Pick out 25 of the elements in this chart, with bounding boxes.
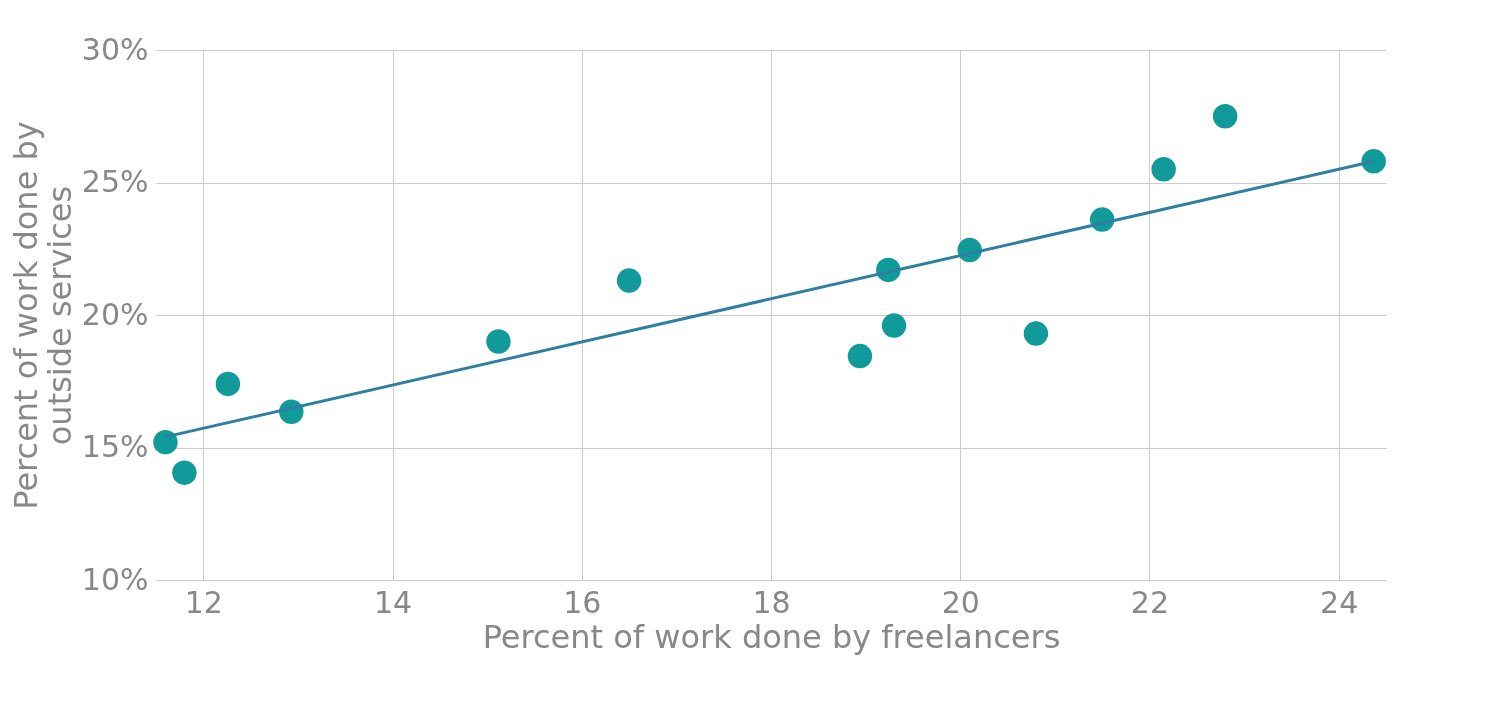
point	[153, 429, 178, 455]
x-tick-label: 20	[941, 584, 980, 620]
y-tick-label: 20%	[81, 296, 149, 332]
x-tick-label: 14	[373, 584, 413, 620]
x-tick-label: 18	[752, 584, 791, 620]
y-tick-label: 15%	[81, 429, 149, 464]
point	[1212, 104, 1238, 129]
y-tick-label: 30%	[81, 31, 149, 67]
point	[1361, 149, 1386, 174]
point	[616, 268, 642, 293]
x-tick-label: 12	[184, 584, 223, 620]
point	[486, 329, 511, 354]
x-tick-label: 16	[563, 584, 602, 620]
point	[172, 460, 197, 485]
y-tick-label: 25%	[81, 164, 149, 199]
point	[1023, 321, 1049, 346]
point	[215, 371, 241, 397]
x-tick-label: 22	[1130, 584, 1170, 620]
point	[847, 343, 873, 369]
y-tick-label: 10%	[81, 561, 149, 597]
y-axis-title: Percent of work done by outside services	[6, 121, 79, 510]
point	[881, 313, 907, 338]
x-axis-title: Percent of work done by freelancers	[482, 617, 1061, 656]
x-tick-label: 24	[1320, 584, 1359, 620]
point	[1151, 157, 1176, 182]
